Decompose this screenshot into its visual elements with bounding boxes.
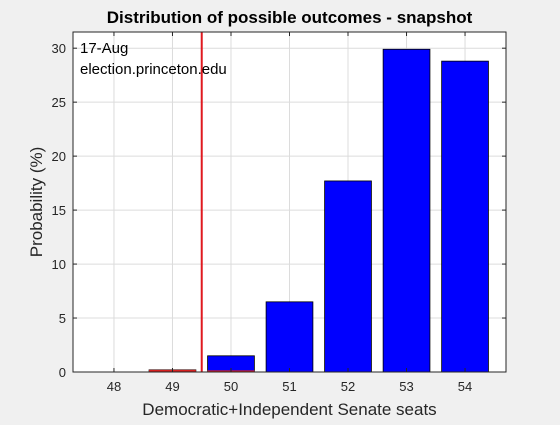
x-axis-label: Democratic+Independent Senate seats: [142, 400, 436, 419]
tick-layer: 0 5 10 15 20 25 30 48 49 50 51 52 53 54: [52, 32, 506, 394]
annotation-date: 17-Aug: [80, 40, 128, 57]
bar-54: [441, 60, 489, 373]
x-tick-label: 53: [399, 379, 413, 394]
bar-52: [324, 180, 372, 373]
bar-53: [382, 48, 431, 373]
y-tick-label: 30: [52, 41, 66, 56]
y-tick-label: 5: [59, 311, 66, 326]
bar-51: [265, 301, 314, 373]
y-axis-label: Probability (%): [27, 147, 46, 258]
x-tick-label: 54: [458, 379, 472, 394]
y-tick-label: 0: [59, 365, 66, 380]
x-tick-label: 48: [107, 379, 121, 394]
y-tick-label: 15: [52, 203, 66, 218]
x-tick-label: 50: [224, 379, 238, 394]
x-tick-label: 52: [341, 379, 355, 394]
x-tick-label: 51: [282, 379, 296, 394]
x-tick-label: 49: [165, 379, 179, 394]
y-tick-label: 25: [52, 95, 66, 110]
chart-title: Distribution of possible outcomes - snap…: [107, 8, 473, 27]
annotation-source: election.princeton.edu: [80, 61, 227, 78]
y-tick-label: 10: [52, 257, 66, 272]
bar-layer: [148, 48, 489, 373]
y-tick-label: 20: [52, 149, 66, 164]
